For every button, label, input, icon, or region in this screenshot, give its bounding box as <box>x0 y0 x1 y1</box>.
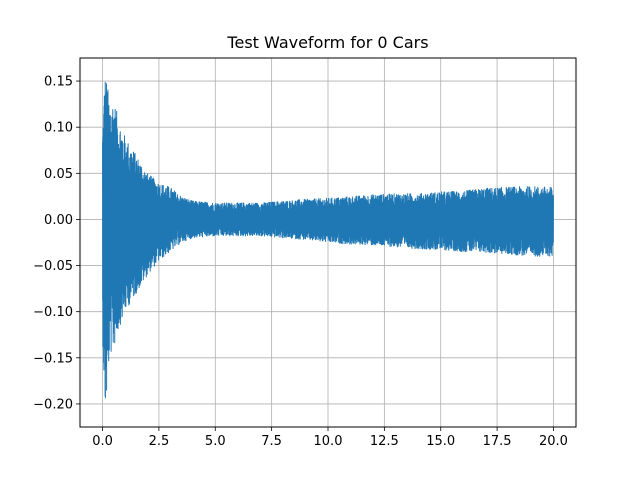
x-tick-label: 10.0 <box>314 434 343 449</box>
y-tick-label: 0.05 <box>44 167 73 182</box>
x-tick-label: 5.0 <box>205 434 226 449</box>
x-tick-label: 15.0 <box>426 434 455 449</box>
y-tick-label: 0.10 <box>44 121 73 136</box>
x-tick-label: 7.5 <box>261 434 282 449</box>
y-tick-label: 0.00 <box>44 213 73 228</box>
x-tick-label: 12.5 <box>370 434 399 449</box>
x-tick-label: 20.0 <box>539 434 568 449</box>
y-tick-label: −0.15 <box>33 351 73 366</box>
x-tick-label: 2.5 <box>149 434 170 449</box>
y-tick-label: 0.15 <box>44 75 73 90</box>
waveform-line <box>102 81 554 399</box>
x-tick-label: 0.0 <box>92 434 113 449</box>
y-tick-label: −0.20 <box>33 397 73 412</box>
x-tick-layer: 0.0 2.5 5.0 7.5 10.0 12.5 15.0 17.5 20.0 <box>92 427 568 449</box>
x-tick-label: 17.5 <box>483 434 512 449</box>
y-tick-label: −0.10 <box>33 305 73 320</box>
chart-title: Test Waveform for 0 Cars <box>227 33 429 52</box>
y-tick-label: −0.05 <box>33 259 73 274</box>
waveform-layer <box>102 81 554 399</box>
y-tick-layer: −0.20 −0.15 −0.10 −0.05 0.00 0.05 0.10 0.15 <box>33 75 80 412</box>
